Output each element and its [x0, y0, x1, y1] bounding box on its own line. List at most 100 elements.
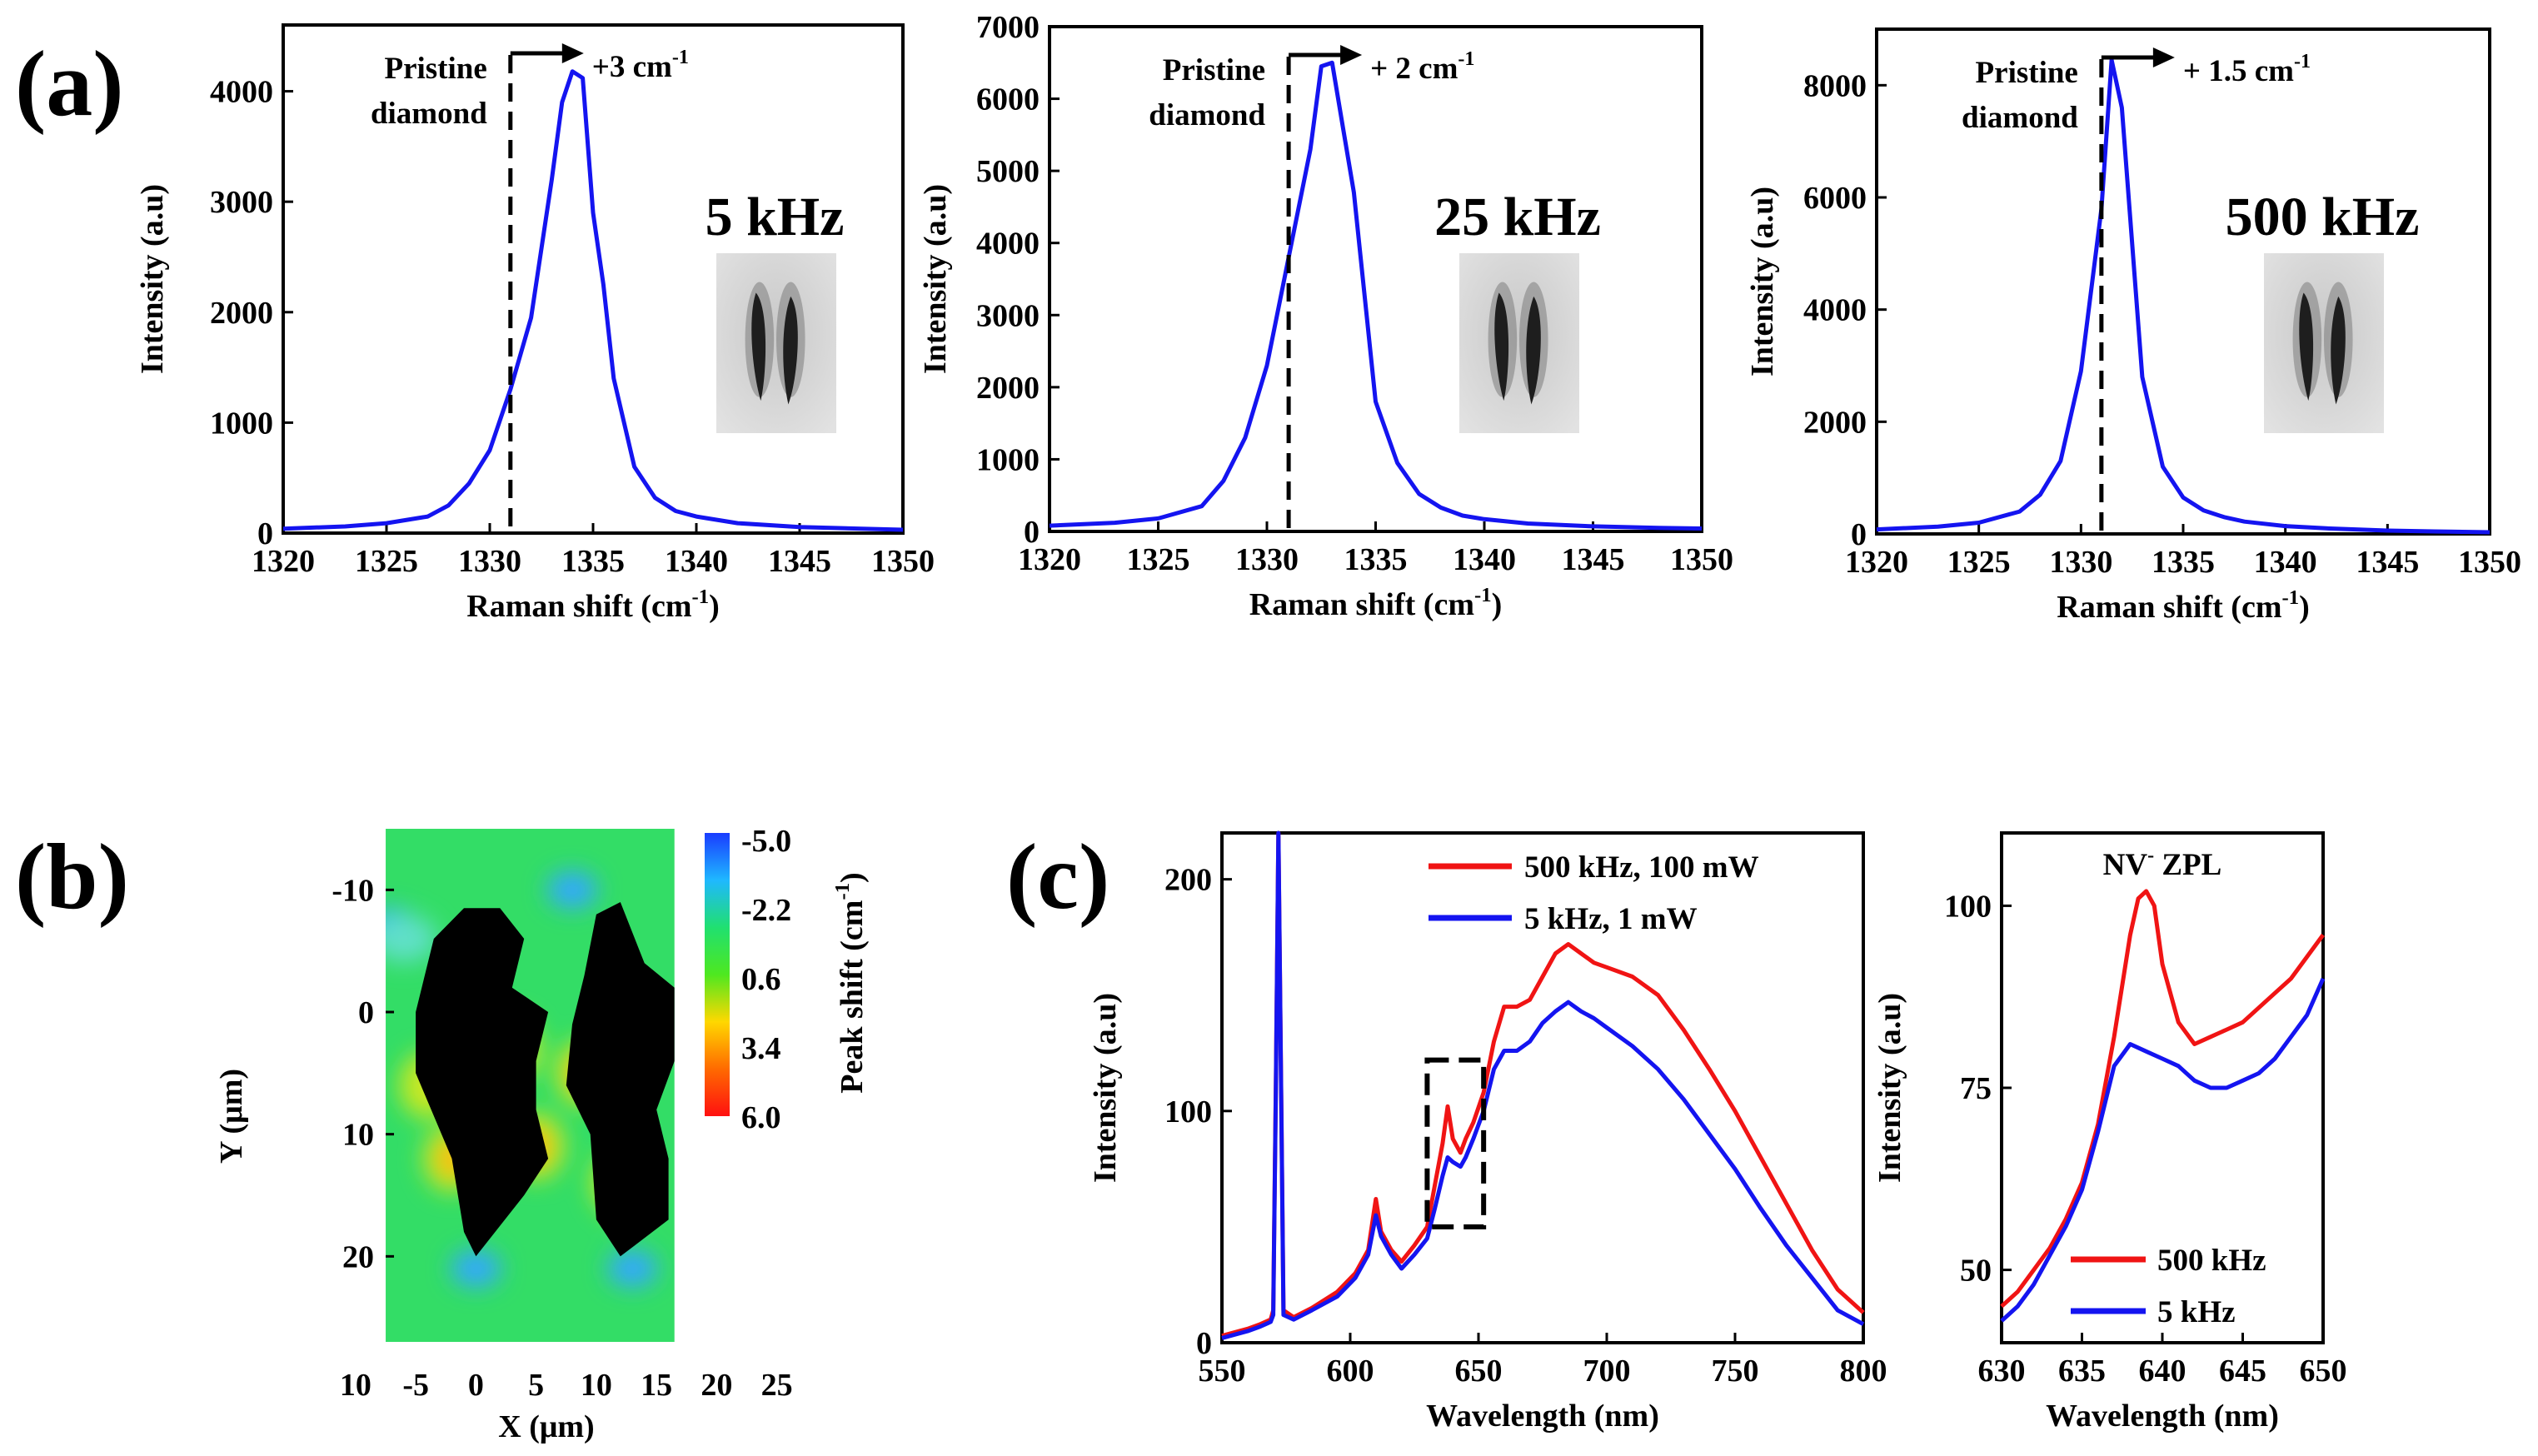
y-tick-label: 0	[1196, 1326, 1212, 1361]
x-tick-label: 10	[340, 1368, 371, 1403]
shift-label: +3 cm-1	[592, 47, 689, 84]
cool-spot	[547, 871, 597, 909]
x-tick-label: 1340	[665, 544, 728, 579]
colorbar-tick-label: 0.6	[741, 962, 781, 997]
charts-layer: 1320 1325 1330 1335 1340 1345 1350010002000300…	[135, 10, 2521, 1444]
colorbar-label-end: )	[835, 872, 870, 883]
inset-dark-mark	[1494, 292, 1509, 401]
y-tick-label: 4000	[976, 227, 1040, 262]
x-tick-label: 700	[1583, 1354, 1631, 1389]
y-tick-label: -10	[332, 873, 374, 908]
cool-spot	[451, 1250, 501, 1287]
legend-label: 500 kHz, 100 mW	[1524, 850, 1759, 885]
x-axis-label-end: )	[709, 589, 720, 624]
raman-chart-1: 1320 1325 1330 1335 1340 1345 1350 0 1000 2000 300…	[135, 23, 935, 624]
x-tick-label: 1320	[1845, 545, 1908, 580]
x-tick-label: 20	[701, 1368, 732, 1403]
frequency-label: 5 kHz	[706, 187, 845, 247]
colorbar	[705, 833, 730, 1116]
y-tick-label: 2000	[1803, 405, 1867, 440]
inset-title-end: ZPL	[2154, 848, 2221, 882]
x-tick-label: 650	[1455, 1354, 1503, 1389]
x-tick-label: 1330	[458, 544, 521, 579]
shift-label-main: + 1.5 cm	[2183, 54, 2294, 88]
x-axis-label-sup: -1	[1474, 584, 1492, 606]
shift-label-main: + 2 cm	[1370, 52, 1458, 86]
series-line	[1049, 60, 1703, 531]
inset-image-background	[716, 253, 836, 433]
x-tick-label: 600	[1327, 1354, 1374, 1389]
y-tick-label: 1000	[210, 406, 273, 441]
diamond-label: diamond	[1149, 98, 1265, 132]
y-tick-label: 6000	[1803, 181, 1867, 216]
x-axis-label: Raman shift (cm-1)	[1249, 584, 1502, 622]
x-axis-label: Wavelength (nm)	[2046, 1399, 2279, 1434]
y-axis-label: Intensity (a.u)	[918, 184, 953, 374]
shift-arrow-head	[2152, 47, 2175, 67]
x-tick-label: 640	[2139, 1354, 2186, 1389]
raman-chart-2: 1320 1325 1330 1335 1340 1345 1350 0 1000 2000 300…	[918, 10, 1733, 622]
y-tick-label: 200	[1164, 863, 1212, 898]
x-tick-label: 1335	[2152, 545, 2215, 580]
series-line	[1221, 830, 1865, 1340]
x-tick-label: 550	[1199, 1354, 1246, 1389]
colorbar-tick-label: -5.0	[741, 824, 791, 859]
colorbar-tick-label: -2.2	[741, 893, 791, 928]
x-tick-label: 1325	[355, 544, 418, 579]
y-tick-label: 0	[1024, 515, 1040, 550]
y-tick-label: 75	[1960, 1071, 1992, 1106]
y-axis-label: Y (μm)	[214, 1069, 249, 1164]
x-tick-label: -5	[402, 1368, 429, 1403]
x-tick-label: 1350	[871, 544, 935, 579]
x-tick-label: 1325	[1127, 542, 1190, 577]
series-line	[1876, 57, 2491, 535]
x-axis-label: Raman shift (cm-1)	[466, 586, 719, 624]
y-tick-label: 0	[1851, 517, 1867, 552]
shift-label-sup: -1	[672, 47, 689, 68]
x-tick-label: 15	[641, 1368, 672, 1403]
x-tick-label: 630	[1978, 1354, 2026, 1389]
panel-label-b: (b)	[15, 825, 129, 929]
series-line	[282, 69, 904, 532]
x-tick-label: 800	[1840, 1354, 1887, 1389]
x-tick-label: 1320	[1018, 542, 1081, 577]
colorbar-tick-label: 6.0	[741, 1100, 781, 1135]
y-tick-label: 4000	[210, 75, 273, 110]
x-tick-label: 1345	[1562, 542, 1625, 577]
inset-image-background	[1459, 253, 1579, 433]
colorbar-label-main: Peak shift (cm	[835, 900, 870, 1094]
series-line	[2000, 889, 2326, 1309]
inset-dark-mark	[1526, 296, 1541, 405]
shift-arrow-head	[1340, 45, 1363, 65]
plot-frame	[1048, 25, 1703, 533]
legend-label: 500 kHz	[2157, 1244, 2266, 1278]
cool-spot	[607, 1250, 658, 1287]
x-tick-label: 25	[761, 1368, 793, 1403]
x-tick-label: 1335	[1344, 542, 1408, 577]
x-axis-label-main: Raman shift (cm	[466, 589, 691, 624]
x-tick-label: 1350	[1670, 542, 1733, 577]
y-tick-label: 0	[358, 995, 374, 1030]
x-axis-label: X (μm)	[498, 1409, 594, 1444]
inset-dark-mark	[2299, 292, 2314, 401]
y-tick-label: 3000	[210, 185, 273, 220]
x-tick-label: 1345	[2356, 545, 2419, 580]
x-tick-label: 750	[1712, 1354, 1759, 1389]
series-line	[1221, 830, 1865, 1339]
heatmap-field	[386, 829, 675, 1342]
pristine-label: Pristine	[1976, 56, 2078, 90]
y-tick-label: 7000	[976, 10, 1040, 45]
colorbar-tick-label: 3.4	[741, 1031, 781, 1066]
shift-label-sup: -1	[1458, 48, 1474, 70]
inset-title-main: NV	[2103, 848, 2148, 882]
x-axis-label-end: )	[1492, 587, 1503, 622]
x-tick-label: 1350	[2458, 545, 2521, 580]
x-tick-label: 1335	[561, 544, 625, 579]
x-axis-label-main: Raman shift (cm	[1249, 587, 1474, 622]
y-tick-label: 5000	[976, 154, 1040, 189]
y-tick-label: 10	[342, 1118, 374, 1153]
y-axis-label: Intensity (a.u)	[1745, 187, 1780, 376]
frequency-label: 500 kHz	[2226, 187, 2420, 247]
y-tick-label: 4000	[1803, 293, 1867, 328]
